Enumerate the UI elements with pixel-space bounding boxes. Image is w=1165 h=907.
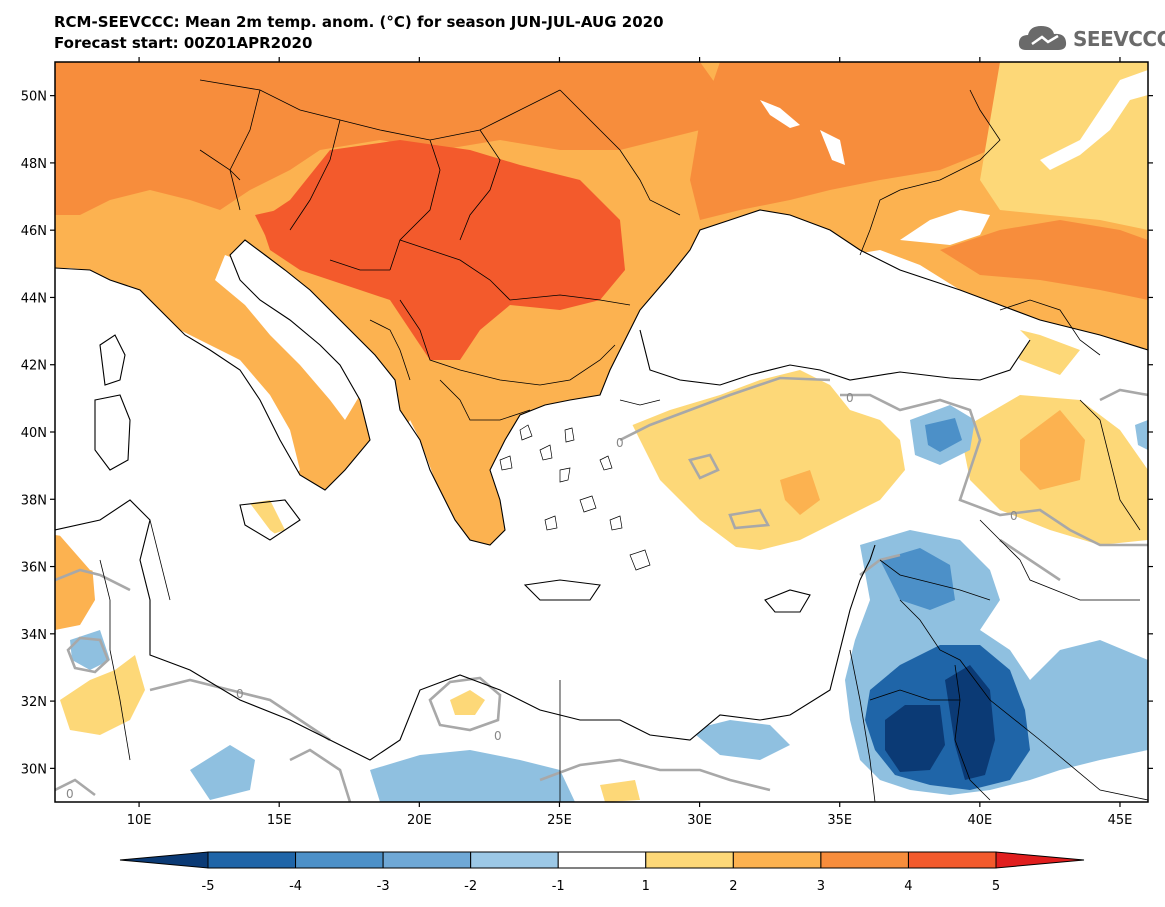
cold-spot-anatolia bbox=[925, 418, 962, 452]
colorbar-label: 4 bbox=[904, 879, 912, 894]
contour-labels: 0 0 0 0 0 0 bbox=[66, 391, 1018, 801]
colorbar-swatch bbox=[557, 851, 647, 869]
colorbar-swatch bbox=[295, 851, 384, 869]
sea-of-azov bbox=[900, 210, 990, 245]
adriatic-sea bbox=[215, 255, 360, 420]
contour-label: 0 bbox=[494, 729, 502, 743]
mild-spot-egypt bbox=[600, 780, 640, 802]
cool-spot-libya-west bbox=[190, 745, 255, 800]
cloud-icon bbox=[1018, 26, 1067, 50]
colorbar-swatch bbox=[732, 851, 822, 869]
seevccc-logo: SEEVCCC bbox=[1018, 22, 1165, 56]
mediterranean-sea bbox=[55, 400, 860, 760]
lon-tick-label: 45E bbox=[1108, 813, 1133, 828]
colorbar-swatch bbox=[207, 851, 297, 869]
hot-region-slovenia bbox=[255, 205, 320, 235]
colorbar-label: -3 bbox=[377, 879, 390, 894]
country-borders bbox=[99, 79, 1148, 802]
lon-tick-label: 30E bbox=[687, 813, 712, 828]
dnieper-reservoir bbox=[760, 100, 800, 128]
coldest-region-jordan-east bbox=[945, 665, 995, 780]
lat-tick-label: 50N bbox=[21, 90, 47, 105]
logo-text: SEEVCCC bbox=[1073, 27, 1165, 51]
contour-label: 0 bbox=[616, 436, 624, 450]
cool-anomaly-layer bbox=[70, 405, 1148, 802]
colorbar-label: -4 bbox=[289, 879, 302, 894]
aegean-islands bbox=[499, 424, 651, 571]
zero-contours bbox=[55, 376, 1148, 802]
lat-tick-label: 38N bbox=[21, 493, 47, 508]
river-reservoir bbox=[820, 130, 845, 165]
colorbar-swatch bbox=[907, 851, 997, 869]
colorbar-label: -1 bbox=[552, 879, 565, 894]
latitude-axis: 50N 48N 46N 44N 42N 40N 38N 36N 34N 32N 30N bbox=[21, 90, 1153, 777]
warm-anomaly-layer bbox=[55, 62, 1148, 802]
lat-tick-label: 48N bbox=[21, 157, 47, 172]
cool-region-nile-delta bbox=[690, 720, 790, 760]
colorbar-high-triangle bbox=[995, 851, 1085, 869]
colorbar-swatch bbox=[645, 851, 734, 869]
hot-region-balkans bbox=[260, 140, 625, 360]
lat-tick-label: 42N bbox=[21, 359, 47, 374]
lat-tick-label: 40N bbox=[21, 426, 47, 441]
lon-tick-label: 35E bbox=[827, 813, 852, 828]
colorbar-label: 3 bbox=[817, 879, 825, 894]
colorbar-swatch bbox=[382, 851, 472, 869]
lon-tick-label: 15E bbox=[267, 813, 292, 828]
colorbar-low-triangle bbox=[119, 851, 209, 869]
forecast-start-label: Forecast start: 00Z01APR2020 bbox=[54, 34, 313, 52]
black-sea bbox=[640, 230, 1030, 385]
colorbar-label: 5 bbox=[992, 879, 1000, 894]
mild-spot-libya bbox=[450, 690, 485, 715]
lon-tick-label: 25E bbox=[547, 813, 572, 828]
lon-tick-label: 20E bbox=[407, 813, 432, 828]
colorbar-label: -5 bbox=[202, 879, 215, 894]
contour-label: 0 bbox=[846, 391, 854, 405]
lat-tick-label: 46N bbox=[21, 224, 47, 239]
caspian-sea bbox=[1110, 350, 1148, 420]
contour-label: 0 bbox=[66, 787, 74, 801]
warm-spot-east-anatolia bbox=[1020, 410, 1085, 490]
contour-label: 0 bbox=[236, 687, 244, 701]
coastlines bbox=[55, 209, 1148, 761]
tyrrhenian-sea bbox=[120, 300, 300, 490]
colorbar-label: -2 bbox=[464, 879, 477, 894]
colorbar-swatch bbox=[820, 851, 909, 869]
lat-tick-label: 30N bbox=[21, 762, 47, 777]
longitude-axis: 10E 15E 20E 25E 30E 35E 40E 45E bbox=[127, 57, 1133, 828]
map-panel: 0 0 0 0 0 0 bbox=[55, 62, 1148, 802]
lat-tick-label: 44N bbox=[21, 291, 47, 306]
mild-region-tunisia-south bbox=[60, 655, 145, 735]
lon-tick-label: 40E bbox=[967, 813, 992, 828]
coldest-region-jordan-west bbox=[885, 705, 945, 772]
map-title: RCM-SEEVCCC: Mean 2m temp. anom. (°C) fo… bbox=[54, 13, 664, 31]
warm-region-northeast bbox=[690, 62, 1040, 220]
cool-region-libya bbox=[370, 750, 575, 802]
colorbar-label: 2 bbox=[729, 879, 737, 894]
volga-river bbox=[1040, 70, 1148, 170]
warm-region-north bbox=[55, 62, 720, 215]
colorbar-swatch bbox=[470, 851, 559, 869]
lon-tick-label: 10E bbox=[127, 813, 152, 828]
lat-tick-label: 34N bbox=[21, 628, 47, 643]
warm-spot-anatolia bbox=[780, 470, 820, 515]
warm-region-caucasus bbox=[940, 220, 1148, 300]
contour-label: 0 bbox=[1010, 509, 1018, 523]
cool-spot-caspian bbox=[1135, 420, 1148, 450]
sea-layer bbox=[55, 70, 1148, 760]
colorbar-label: 1 bbox=[642, 879, 650, 894]
lat-tick-label: 32N bbox=[21, 695, 47, 710]
lat-tick-label: 36N bbox=[21, 561, 47, 576]
colorbar: -5 -4 -3 -2 -1 1 2 3 4 5 bbox=[119, 851, 1085, 894]
mild-region-anatolia bbox=[620, 370, 905, 550]
